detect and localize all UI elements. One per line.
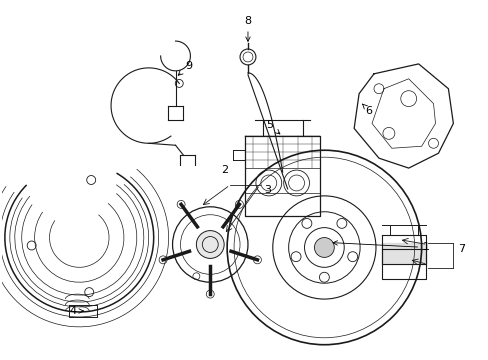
Text: 1: 1 [332,241,429,252]
Text: 4: 4 [70,306,83,316]
Circle shape [314,238,334,257]
Text: 9: 9 [178,61,192,75]
Text: 7: 7 [457,244,465,255]
Text: 3: 3 [264,185,271,195]
Text: 2: 2 [221,165,228,175]
Text: 6: 6 [362,104,372,116]
Text: 5: 5 [266,121,279,134]
Text: 8: 8 [244,16,251,41]
Circle shape [196,231,224,258]
